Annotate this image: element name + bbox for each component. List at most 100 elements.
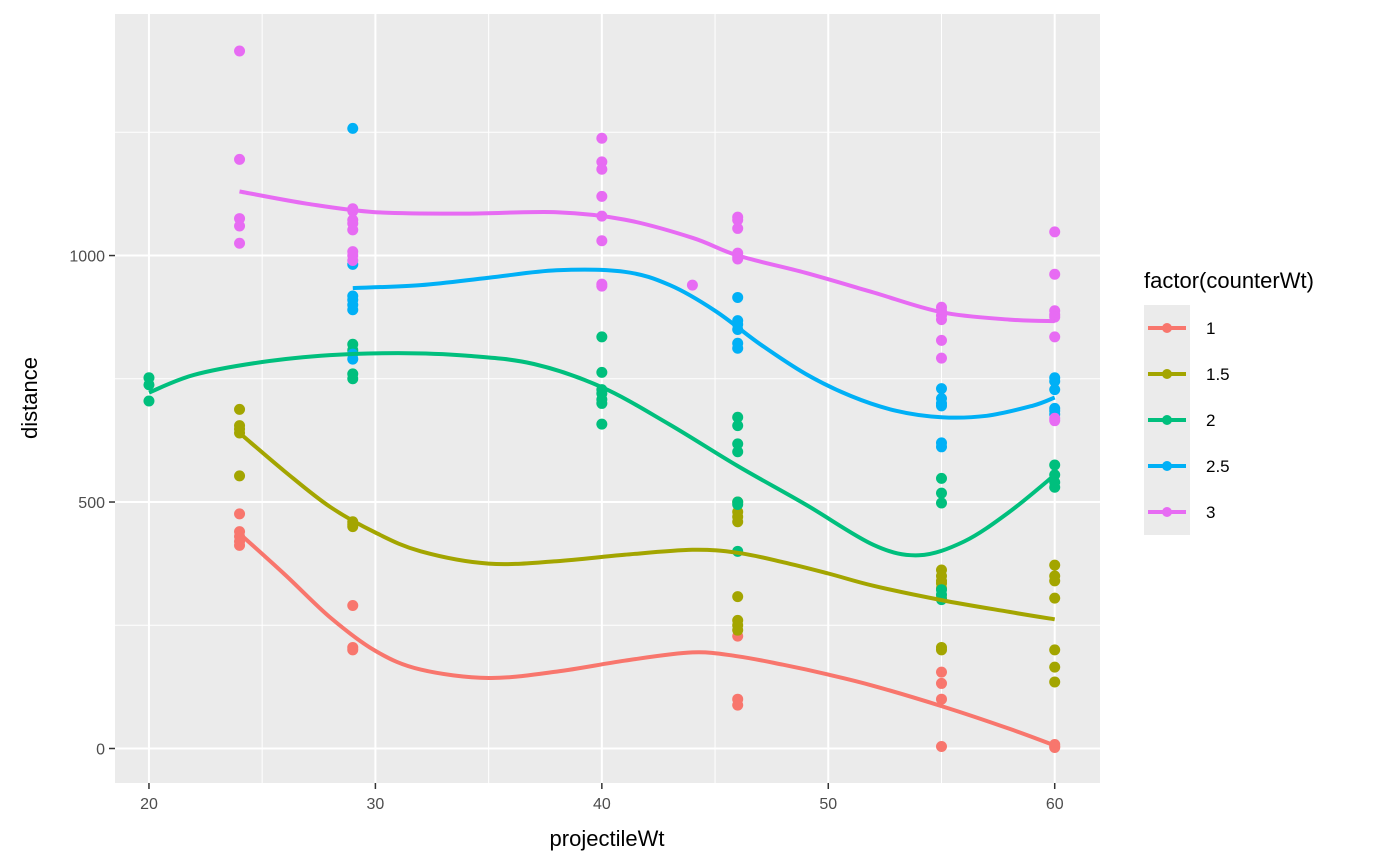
data-point-3 xyxy=(1049,268,1061,280)
x-tick-label: 50 xyxy=(819,796,837,813)
data-point-2.5 xyxy=(1049,384,1061,396)
legend-items: 1 1.5 2 2.5 3 xyxy=(1148,319,1230,522)
legend-key-point xyxy=(1162,323,1172,333)
points xyxy=(143,45,1061,754)
data-point-1.5 xyxy=(234,403,246,415)
smooth-line-1 xyxy=(238,532,1056,748)
data-point-3 xyxy=(1049,415,1061,427)
data-point-2.5 xyxy=(1049,375,1061,387)
data-point-2.5 xyxy=(935,441,947,453)
legend: factor(counterWt) 1 1.5 2 2.5 3 xyxy=(1144,268,1314,535)
legend-label: 1.5 xyxy=(1206,365,1230,384)
data-point-3 xyxy=(596,235,608,247)
x-tick-label: 30 xyxy=(367,796,385,813)
data-point-2 xyxy=(732,446,744,458)
smooth-line-1.5 xyxy=(238,431,1056,622)
data-point-2 xyxy=(143,395,155,407)
smooth-line-2 xyxy=(148,351,1056,558)
data-point-3 xyxy=(234,237,246,249)
x-tick-label: 20 xyxy=(140,796,158,813)
grid-minor xyxy=(115,14,1100,783)
data-point-3 xyxy=(686,279,698,291)
data-point-3 xyxy=(596,280,608,292)
legend-key-point xyxy=(1162,415,1172,425)
smooth-lines xyxy=(148,189,1056,748)
data-point-1.5 xyxy=(1049,592,1061,604)
data-point-1 xyxy=(732,699,744,711)
y-axis-ticks: 0 500 1000 xyxy=(69,249,115,758)
legend-title: factor(counterWt) xyxy=(1144,268,1314,293)
data-point-1 xyxy=(935,677,947,689)
data-point-3 xyxy=(732,214,744,226)
data-point-1 xyxy=(234,539,246,551)
data-point-2.5 xyxy=(347,122,359,134)
data-point-3 xyxy=(935,314,947,326)
y-axis-title: distance xyxy=(17,357,42,439)
data-point-2 xyxy=(347,373,359,385)
legend-key-point xyxy=(1162,461,1172,471)
data-point-2 xyxy=(732,420,744,432)
data-point-2 xyxy=(1049,481,1061,493)
data-point-2 xyxy=(732,438,744,450)
data-point-3 xyxy=(596,163,608,175)
x-tick-label: 40 xyxy=(593,796,611,813)
data-point-1.5 xyxy=(1049,676,1061,688)
data-point-2.5 xyxy=(347,304,359,316)
data-point-1 xyxy=(935,741,947,753)
data-point-1.5 xyxy=(732,591,744,603)
legend-item-2.5: 2.5 xyxy=(1148,457,1230,476)
data-point-1.5 xyxy=(1049,644,1061,656)
data-point-1 xyxy=(935,693,947,705)
data-point-2.5 xyxy=(732,342,744,354)
y-tick-label: 0 xyxy=(96,741,105,758)
data-point-2 xyxy=(596,331,608,343)
data-point-1.5 xyxy=(1049,661,1061,673)
data-point-3 xyxy=(234,45,246,57)
data-point-2 xyxy=(143,379,155,391)
legend-label: 3 xyxy=(1206,503,1215,522)
legend-item-2: 2 xyxy=(1148,411,1215,430)
data-point-1 xyxy=(234,508,246,520)
data-point-3 xyxy=(1049,331,1061,343)
data-point-1.5 xyxy=(935,644,947,656)
data-point-1.5 xyxy=(1049,575,1061,587)
legend-key-point xyxy=(1162,507,1172,517)
y-tick-label: 1000 xyxy=(69,249,105,266)
data-point-3 xyxy=(347,224,359,236)
x-axis-title: projectileWt xyxy=(550,826,665,851)
data-point-1.5 xyxy=(234,470,246,482)
data-point-2 xyxy=(732,498,744,510)
data-point-3 xyxy=(732,222,744,234)
data-point-3 xyxy=(234,220,246,232)
x-axis-ticks: 20 30 40 50 60 xyxy=(140,783,1064,813)
data-point-2.5 xyxy=(935,400,947,412)
data-point-1.5 xyxy=(732,516,744,528)
data-point-2 xyxy=(732,411,744,423)
data-point-1 xyxy=(347,600,359,612)
data-point-2 xyxy=(935,472,947,484)
legend-label: 1 xyxy=(1206,319,1215,338)
legend-label: 2.5 xyxy=(1206,457,1230,476)
data-point-2 xyxy=(935,487,947,499)
smooth-line-2.5 xyxy=(352,267,1056,420)
data-point-2.5 xyxy=(935,383,947,395)
data-point-1.5 xyxy=(1049,559,1061,571)
data-point-3 xyxy=(234,153,246,165)
data-point-2 xyxy=(596,397,608,409)
data-point-3 xyxy=(1049,226,1061,238)
data-point-2.5 xyxy=(347,353,359,365)
legend-item-3: 3 xyxy=(1148,503,1215,522)
legend-key-point xyxy=(1162,369,1172,379)
data-point-2 xyxy=(596,366,608,378)
data-point-2 xyxy=(1049,459,1061,471)
data-point-1 xyxy=(935,666,947,678)
smooth-line-3 xyxy=(239,189,1055,324)
legend-label: 2 xyxy=(1206,411,1215,430)
data-point-3 xyxy=(596,132,608,144)
data-point-1 xyxy=(347,644,359,656)
data-point-3 xyxy=(935,334,947,346)
data-point-3 xyxy=(347,254,359,266)
data-point-3 xyxy=(935,352,947,364)
data-point-2 xyxy=(596,418,608,430)
